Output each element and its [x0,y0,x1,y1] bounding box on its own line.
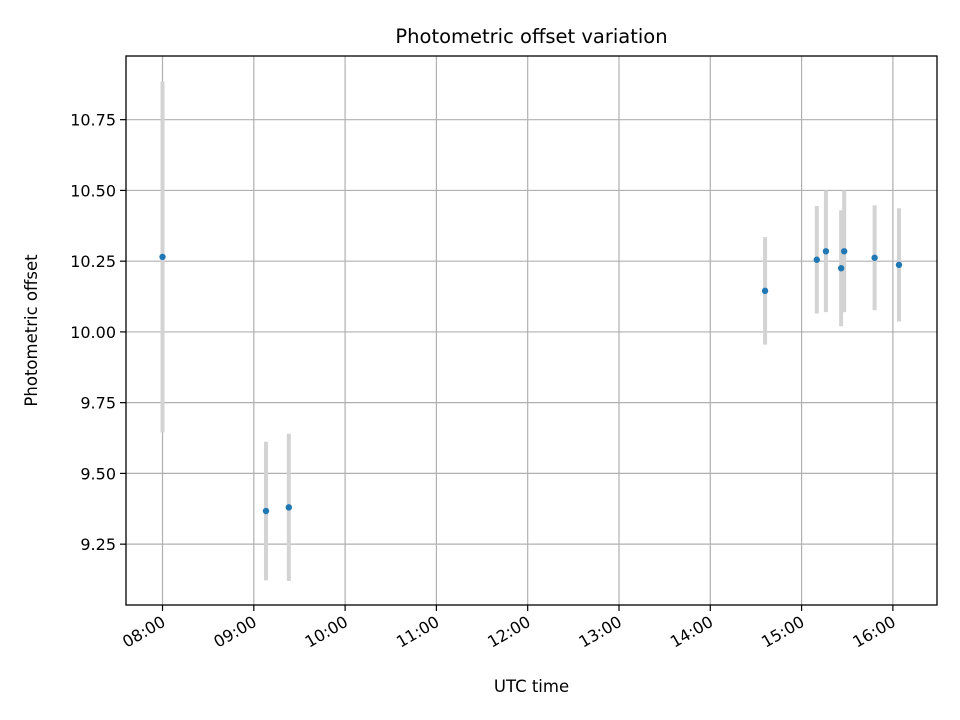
y-tick-label: 10.75 [70,111,116,130]
chart-title: Photometric offset variation [395,25,667,48]
x-tick-label: 08:00 [119,612,168,652]
y-tick-label: 10.00 [70,323,116,342]
data-point [840,248,848,255]
error-bars [160,81,901,581]
plot-frame [125,55,938,606]
x-tick-label: 09:00 [210,612,259,652]
x-tick-label: 13:00 [576,612,625,652]
x-tick-label: 16:00 [849,612,898,652]
x-tick-label: 14:00 [667,612,716,652]
x-tick-label: 12:00 [484,612,533,652]
data-point [895,261,903,269]
y-tick-label: 9.25 [80,535,116,554]
x-tick-label: 15:00 [758,612,807,652]
y-tick-label: 10.25 [70,252,116,271]
data-point [837,265,845,272]
x-tick-label: 10:00 [302,612,351,652]
data-point [822,248,830,255]
x-axis-ticks: 08:00 09:00 10:00 11:00 12:00 13:00 14:00 15:00… [119,605,899,652]
y-tick-label: 9.50 [80,464,116,483]
data-point [813,256,820,263]
y-tick-label: 10.50 [70,181,116,200]
y-tick-label: 9.75 [80,394,116,413]
data-point [871,254,878,261]
grid-lines [126,56,937,605]
data-point [285,504,293,511]
data-point [761,287,769,295]
y-axis-ticks: 9.25 9.50 9.75 10.00 10.25 10.50 10.75 [70,111,126,554]
data-point [159,253,166,261]
y-axis-label: Photometric offset [22,254,41,407]
data-point [262,507,270,515]
data-points [159,248,903,515]
x-axis-label: UTC time [494,677,569,696]
x-tick-label: 11:00 [393,612,442,652]
